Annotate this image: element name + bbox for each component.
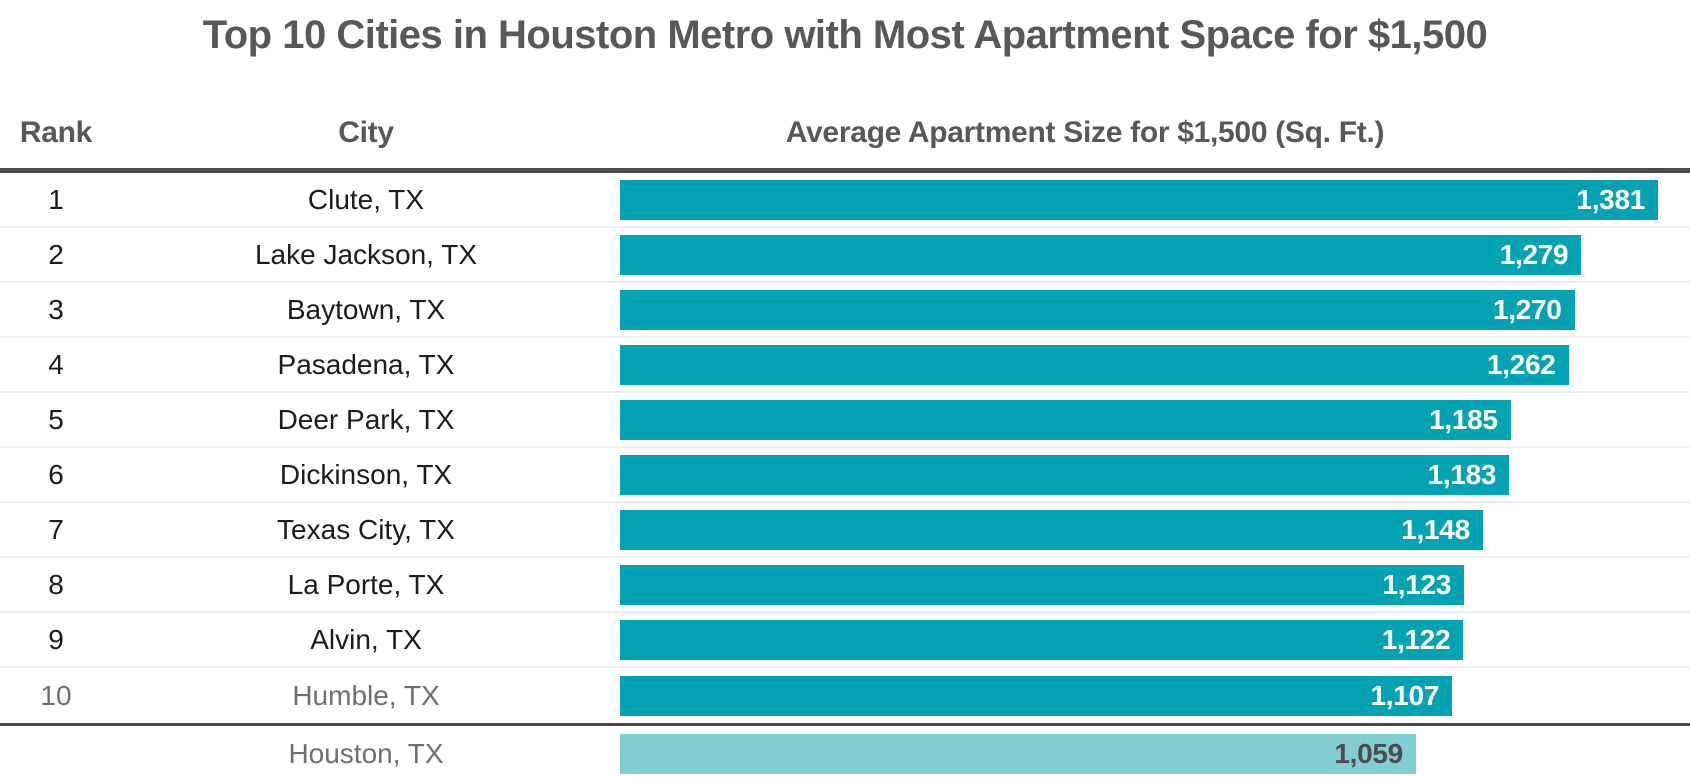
rank-cell: 1 <box>48 183 64 215</box>
city-cell: Deer Park, TX <box>277 403 455 435</box>
city-cell: Alvin, TX <box>310 623 422 655</box>
bar-value-label: 1,059 <box>1334 738 1403 769</box>
table-row: 1 Clute, TX 1,381 <box>0 173 1690 228</box>
rank-cell: 3 <box>48 293 64 325</box>
bar-value-label: 1,279 <box>1499 238 1569 270</box>
bar-value-label: 1,148 <box>1401 513 1470 545</box>
bar-value-label: 1,381 <box>1576 183 1645 215</box>
chart-title: Top 10 Cities in Houston Metro with Most… <box>202 13 1488 57</box>
column-header-row: Rank City Average Apartment Size for $1,… <box>0 102 1690 173</box>
bar-track: 1,059 <box>620 734 1658 774</box>
city-cell: Texas City, TX <box>277 513 455 545</box>
table-row: Houston, TX 1,059 <box>0 723 1690 782</box>
rank-cell: 5 <box>48 403 64 435</box>
value-bar: 1,122 <box>620 619 1464 660</box>
table-row: 10 Humble, TX 1,107 <box>0 668 1690 723</box>
value-bar: 1,185 <box>620 399 1511 440</box>
city-cell: Houston, TX <box>288 738 444 769</box>
city-cell: Pasadena, TX <box>277 348 455 380</box>
table-row: 7 Texas City, TX 1,148 <box>0 503 1690 558</box>
value-bar: 1,381 <box>620 179 1658 220</box>
bar-track: 1,123 <box>620 564 1658 605</box>
table-row: 4 Pasadena, TX 1,262 <box>0 338 1690 393</box>
city-cell: Clute, TX <box>307 183 425 215</box>
value-bar: 1,123 <box>620 564 1465 605</box>
table-body: 1 Clute, TX 1,381 2 Lake Jackson, TX 1,2… <box>0 173 1690 782</box>
value-bar: 1,183 <box>620 454 1510 495</box>
rank-cell: 6 <box>48 458 64 490</box>
bar-track: 1,185 <box>620 399 1658 440</box>
column-header-value: Average Apartment Size for $1,500 (Sq. F… <box>785 116 1385 149</box>
rank-cell: 4 <box>48 348 64 380</box>
rank-cell: 7 <box>48 513 64 545</box>
rank-cell: 9 <box>48 623 64 655</box>
table-row: 8 La Porte, TX 1,123 <box>0 558 1690 613</box>
bar-track: 1,148 <box>620 509 1658 550</box>
table-row: 3 Baytown, TX 1,270 <box>0 283 1690 338</box>
bar-value-label: 1,262 <box>1486 348 1556 380</box>
value-bar: 1,262 <box>620 344 1569 385</box>
bar-value-label: 1,185 <box>1429 403 1498 435</box>
bar-track: 1,381 <box>620 179 1658 220</box>
rank-cell: 8 <box>48 568 64 600</box>
city-cell: La Porte, TX <box>287 568 445 600</box>
column-header-rank: Rank <box>19 116 93 149</box>
bar-value-label: 1,270 <box>1492 293 1562 325</box>
value-bar: 1,148 <box>620 509 1483 550</box>
bar-value-label: 1,183 <box>1427 458 1497 490</box>
bar-track: 1,270 <box>620 289 1658 330</box>
city-cell: Lake Jackson, TX <box>254 238 478 270</box>
value-bar: 1,107 <box>620 675 1453 716</box>
bar-track: 1,107 <box>620 675 1658 716</box>
bar-value-label: 1,123 <box>1382 568 1452 600</box>
column-header-city: City <box>338 116 394 149</box>
table-row: 5 Deer Park, TX 1,185 <box>0 393 1690 448</box>
city-cell: Dickinson, TX <box>279 458 453 490</box>
rank-cell: 2 <box>48 238 64 270</box>
bar-track: 1,183 <box>620 454 1658 495</box>
value-bar: 1,270 <box>620 289 1575 330</box>
table-row: 2 Lake Jackson, TX 1,279 <box>0 228 1690 283</box>
value-bar: 1,279 <box>620 234 1582 275</box>
bar-track: 1,122 <box>620 619 1658 660</box>
value-bar: 1,059 <box>620 734 1416 774</box>
city-cell: Baytown, TX <box>286 293 446 325</box>
city-cell: Humble, TX <box>292 679 440 711</box>
bar-track: 1,262 <box>620 344 1658 385</box>
bar-value-label: 1,122 <box>1381 623 1451 655</box>
table-row: 9 Alvin, TX 1,122 <box>0 613 1690 668</box>
bar-track: 1,279 <box>620 234 1658 275</box>
bar-value-label: 1,107 <box>1370 679 1440 711</box>
title-bar: Top 10 Cities in Houston Metro with Most… <box>0 0 1690 102</box>
table-row: 6 Dickinson, TX 1,183 <box>0 448 1690 503</box>
rank-cell: 10 <box>40 679 72 711</box>
